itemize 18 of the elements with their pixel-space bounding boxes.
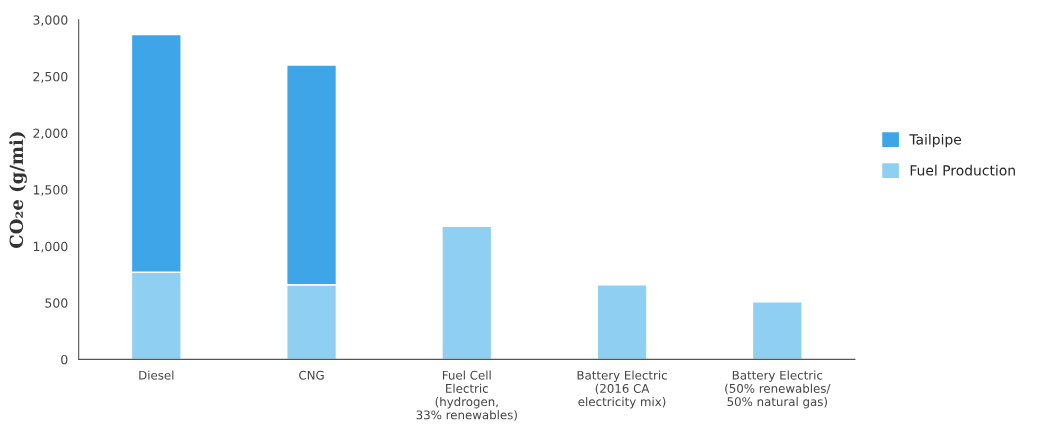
x-tick-label: Fuel Cell Electric (hydrogen, 33% renewables)	[416, 370, 517, 421]
y-tick-label: 1,500	[33, 185, 68, 196]
y-tick-label: 1,000	[33, 241, 68, 253]
x-tick-label: Battery Electric (50% renewables/ 50% natural gas)	[725, 370, 831, 409]
x-tick-label: Diesel	[139, 370, 174, 380]
bar	[441, 225, 493, 360]
y-tick-label: 2,000	[33, 128, 68, 140]
bar	[751, 300, 803, 360]
legend-label: Fuel Production	[910, 164, 1015, 176]
x-tick-label: Battery Electric (2016 CA electricity mix)	[577, 370, 667, 409]
y-tick-label: 3,000	[33, 15, 68, 27]
bar	[596, 284, 648, 360]
x-tick-label: CNG	[299, 370, 324, 380]
y-tick-label: 500	[45, 298, 68, 308]
legend-label: Tailpipe	[909, 133, 962, 148]
y-tick-label: 2,500	[33, 71, 68, 83]
y-axis-title: CO₂e (g/mi)	[9, 132, 27, 248]
y-tick-label: 0	[61, 354, 68, 365]
